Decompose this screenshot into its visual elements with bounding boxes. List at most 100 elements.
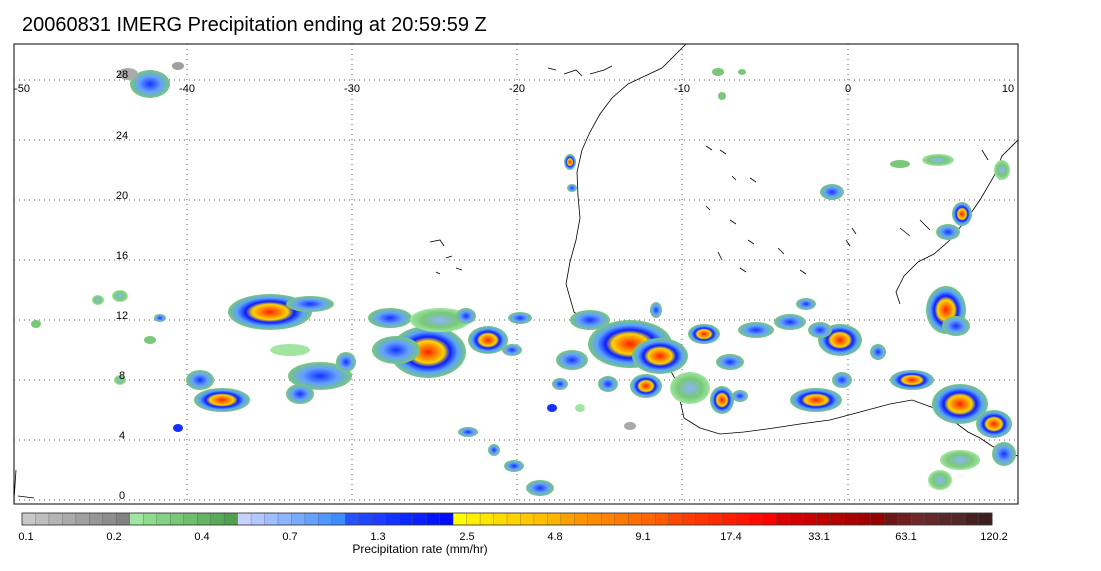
colorbar-swatch (210, 512, 225, 526)
colorbar-label: 4.8 (547, 531, 562, 543)
lat-label: 12 (116, 310, 128, 322)
colorbar-swatch (399, 512, 414, 526)
colorbar-swatch (183, 512, 198, 526)
colorbar-swatch (89, 512, 104, 526)
colorbar-swatch (129, 512, 144, 526)
colorbar-swatch (35, 512, 50, 526)
colorbar-swatch (520, 512, 535, 526)
colorbar-swatch (681, 512, 697, 526)
colorbar-swatch (978, 512, 993, 526)
colorbar-swatch (452, 512, 468, 526)
colorbar-swatch (587, 512, 602, 526)
colorbar-swatch (762, 512, 777, 526)
colorbar-swatch (937, 512, 953, 526)
colorbar-swatch (277, 512, 292, 526)
colorbar-swatch (641, 512, 656, 526)
lat-label: 20 (116, 190, 128, 202)
colorbar-swatch (951, 512, 966, 526)
colorbar-swatch (803, 512, 818, 526)
colorbar-swatch (749, 512, 764, 526)
colorbar-swatch (48, 512, 63, 526)
colorbar-swatch (506, 512, 521, 526)
coastline (14, 44, 1018, 501)
colorbar-swatch (156, 512, 171, 526)
colorbar-swatch (601, 512, 616, 526)
lon-label: -30 (344, 83, 360, 95)
colorbar-swatch (385, 512, 400, 526)
colorbar-swatch (196, 512, 212, 526)
precipitation-field (31, 62, 1016, 496)
colorbar-swatch (250, 512, 265, 526)
lat-label: 16 (116, 250, 128, 262)
colorbar-swatch (789, 512, 804, 526)
colorbar-swatch (102, 512, 117, 526)
colorbar-swatch (560, 512, 575, 526)
colorbar-swatch (331, 512, 346, 526)
colorbar-swatch (493, 512, 508, 526)
longitude-labels: -50 -40 -30 -20 -10 0 10 (14, 83, 1014, 95)
colorbar-frame (21, 512, 993, 526)
colorbar-swatch (870, 512, 885, 526)
colorbar-label: 0.1 (18, 531, 33, 543)
colorbar-swatch (857, 512, 872, 526)
colorbar-swatch (264, 512, 279, 526)
lon-label: 10 (1002, 83, 1014, 95)
colorbar-swatch (62, 512, 77, 526)
colorbar-swatch (533, 512, 548, 526)
colorbar-swatch (143, 512, 158, 526)
colorbar-swatch (237, 512, 252, 526)
latitude-labels: 28 24 20 16 12 8 4 0 (116, 69, 128, 502)
colorbar-swatch (574, 512, 589, 526)
colorbar-swatch (116, 512, 131, 526)
colorbar-swatch (466, 512, 481, 526)
colorbar-swatch (479, 512, 494, 526)
colorbar-swatch (291, 512, 306, 526)
colorbar-swatch (695, 512, 710, 526)
colorbar-swatch (304, 512, 319, 526)
colorbar-swatch (439, 512, 454, 526)
colorbar-swatch (372, 512, 387, 526)
colorbar-swatch (614, 512, 629, 526)
colorbar-swatch (897, 512, 912, 526)
colorbar-swatch (816, 512, 831, 526)
colorbar-label: 9.1 (635, 531, 650, 543)
lon-label: -10 (674, 83, 690, 95)
colorbar-title: Precipitation rate (mm/hr) (352, 542, 488, 556)
lon-label: -40 (179, 83, 195, 95)
lat-label: 8 (119, 370, 125, 382)
lat-label: 0 (119, 490, 125, 502)
colorbar-label: 63.1 (895, 531, 916, 543)
colorbar-labels: 0.1 0.2 0.4 0.7 1.3 2.5 4.8 9.1 17.4 33.… (18, 531, 1007, 543)
colorbar-swatch (628, 512, 643, 526)
colorbar-swatch (735, 512, 750, 526)
lon-label: -50 (14, 83, 30, 95)
lat-label: 24 (116, 130, 128, 142)
colorbar-label: 33.1 (808, 531, 829, 543)
colorbar-swatches (21, 512, 993, 526)
colorbar-label: 0.2 (106, 531, 121, 543)
colorbar-swatch (547, 512, 562, 526)
colorbar-swatch (924, 512, 939, 526)
colorbar-swatch (776, 512, 791, 526)
colorbar-swatch (843, 512, 858, 526)
colorbar-swatch (964, 512, 979, 526)
lon-label: 0 (845, 83, 851, 95)
colorbar-label: 1.3 (370, 531, 385, 543)
lon-label: -20 (509, 83, 525, 95)
colorbar-swatch (358, 512, 373, 526)
colorbar-swatch (884, 512, 899, 526)
colorbar-swatch (223, 512, 239, 526)
lat-label: 4 (119, 430, 125, 442)
map-title: 20060831 IMERG Precipitation ending at 2… (22, 14, 487, 36)
colorbar-swatch (830, 512, 845, 526)
colorbar-label: 17.4 (720, 531, 741, 543)
colorbar-swatch (170, 512, 185, 526)
colorbar-swatch (21, 512, 36, 526)
colorbar-swatch (426, 512, 441, 526)
graticule (14, 44, 1018, 504)
colorbar-swatch (708, 512, 724, 526)
colorbar-label: 120.2 (980, 531, 1008, 543)
colorbar-swatch (345, 512, 360, 526)
colorbar-swatch (668, 512, 683, 526)
